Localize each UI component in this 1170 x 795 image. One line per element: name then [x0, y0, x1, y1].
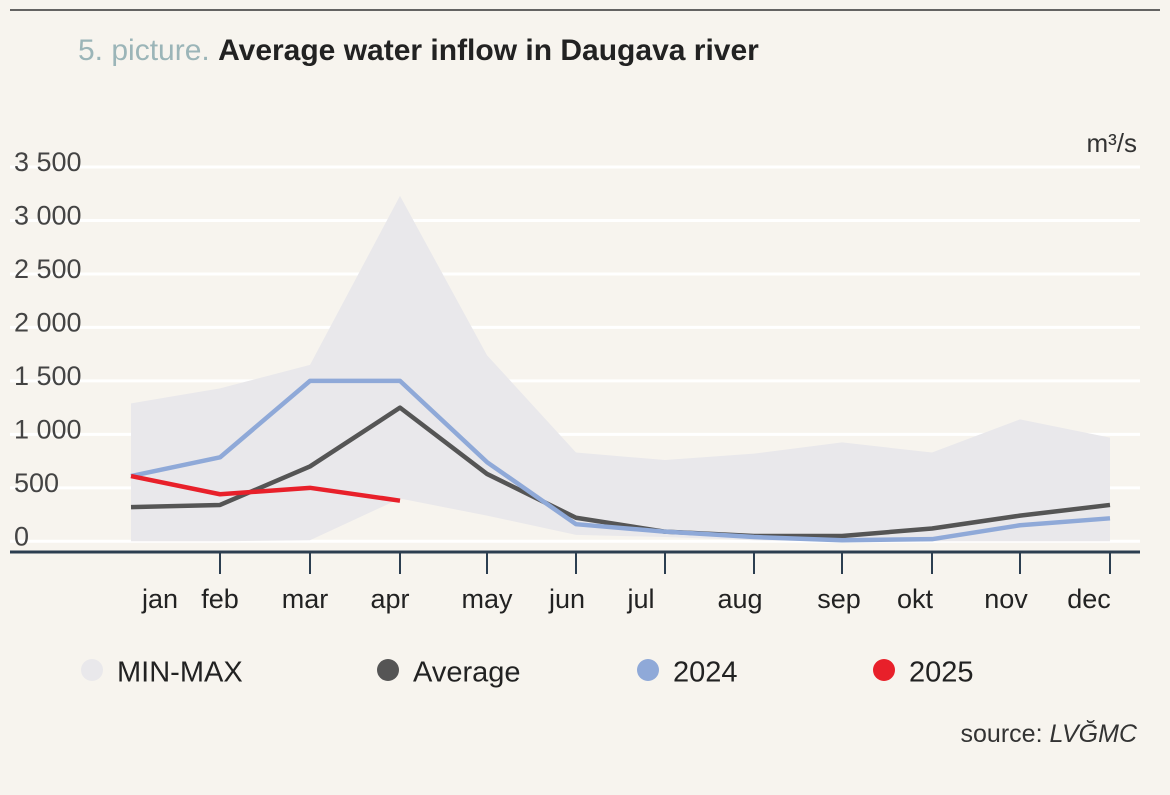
y-tick-label: 500 — [14, 468, 59, 498]
x-tick-label: dec — [1067, 584, 1111, 614]
y-tick-label: 0 — [14, 521, 29, 551]
legend-label: 2024 — [673, 657, 738, 689]
x-tick-label: jun — [548, 584, 585, 614]
series-line — [130, 405, 1111, 539]
y-tick-label: 3 000 — [14, 201, 82, 231]
x-tick-label: jan — [141, 584, 178, 614]
legend-swatch — [377, 659, 399, 681]
x-tick-label: okt — [897, 584, 934, 614]
x-tick-label: sep — [817, 584, 861, 614]
source-label: source: — [961, 720, 1043, 748]
y-tick-label: 2 500 — [14, 254, 82, 284]
x-tick-label: apr — [370, 584, 409, 614]
x-tick-label: aug — [717, 584, 762, 614]
legend-label: 2025 — [909, 657, 974, 689]
unit-label: m³/s — [1086, 128, 1137, 158]
min-max-band — [131, 195, 1110, 542]
series-line — [130, 473, 401, 503]
title-text: Average water inflow in Daugava river — [218, 34, 759, 67]
x-tick-label: jul — [626, 584, 654, 614]
legend-swatch — [81, 659, 103, 681]
y-tick-label: 3 500 — [14, 147, 82, 177]
source-name: LVĞMC — [1049, 719, 1137, 748]
legend-swatch — [873, 659, 895, 681]
legend-label: Average — [413, 657, 521, 689]
x-tick-label: mar — [282, 584, 329, 614]
x-tick-label: feb — [201, 584, 239, 614]
chart-title: 5. picture. Average water inflow in Daug… — [78, 34, 759, 67]
y-tick-label: 1 500 — [14, 361, 82, 391]
source: source: LVĞMC — [961, 719, 1138, 748]
legend-swatch — [637, 659, 659, 681]
legend-label: MIN-MAX — [117, 657, 243, 689]
y-tick-label: 2 000 — [14, 308, 82, 338]
series-line — [130, 378, 1111, 543]
x-tick-label: nov — [984, 584, 1028, 614]
x-tick-label: may — [461, 584, 513, 614]
y-tick-label: 1 000 — [14, 414, 82, 444]
title-prefix: 5. picture. — [78, 34, 210, 67]
